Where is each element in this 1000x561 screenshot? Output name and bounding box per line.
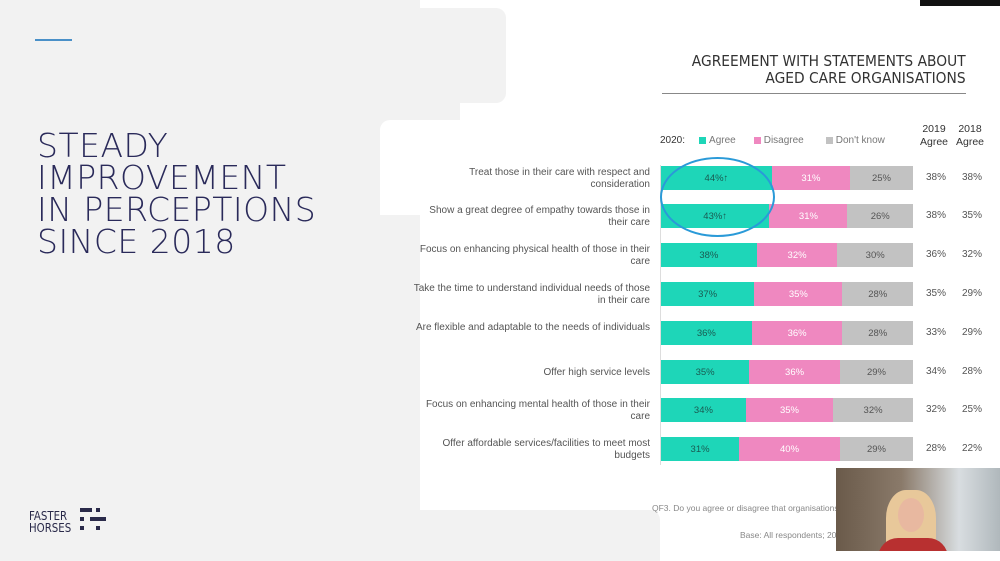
row-label: Take the time to understand individual n… (413, 283, 650, 306)
legend-label: Don't know (835, 135, 885, 146)
value-agree-2019: 28% (925, 443, 946, 454)
bar-segment-disagree: 35% (745, 398, 834, 422)
value-agree-2018: 22% (961, 443, 982, 454)
bar-segment-disagree: 36% (751, 321, 843, 345)
stacked-bar: 35% 36% 29% (661, 360, 913, 384)
chart-title-line: AGREEMENT WITH STATEMENTS ABOUT (692, 52, 966, 70)
bar-segment-disagree: 32% (756, 243, 838, 267)
col-header-line: Agree (956, 136, 985, 148)
legend-label: Disagree (763, 135, 804, 146)
background-panel (380, 8, 506, 103)
value-agree-2018: 25% (961, 404, 982, 415)
value-agree-2019: 38% (925, 210, 946, 221)
bar-segment-agree: 34% (661, 398, 746, 422)
bar-segment-don-t-know: 30% (837, 243, 913, 267)
bar-segment-disagree: 31% (771, 166, 850, 190)
legend-label: Agree (709, 135, 736, 146)
col-header-line: 2018 (958, 123, 982, 135)
background-panel (380, 95, 460, 120)
bar-segment-don-t-know: 28% (842, 282, 913, 306)
page-title: STEADY IMPROVEMENT IN PERCEPTIONS SINCE … (37, 126, 317, 261)
bar-segment-agree: 36% (661, 321, 752, 345)
stacked-bar: 38% 32% 30% (661, 243, 913, 267)
row-label: Focus on enhancing physical health of th… (419, 244, 650, 267)
legend-disagree: Disagree (753, 135, 804, 146)
presenter-face (898, 498, 924, 532)
stacked-bar: 31% 40% 29% (661, 437, 913, 461)
legend-agree: Agree (699, 135, 736, 146)
bar-segment-don-t-know: 29% (839, 437, 913, 461)
legend-swatch (825, 137, 833, 144)
logo-mark-icon (80, 508, 106, 530)
row-label: Are flexible and adaptable to the needs … (415, 322, 650, 333)
legend-year: 2020: (660, 135, 686, 146)
bar-segment-don-t-know: 28% (842, 321, 913, 345)
webcam-video (836, 468, 1000, 551)
presenter-shirt (878, 538, 948, 551)
stacked-bar: 37% 35% 28% (661, 282, 913, 306)
divider (662, 93, 966, 94)
stacked-bar: 34% 35% 32% (661, 398, 913, 422)
value-agree-2018: 38% (961, 172, 982, 183)
value-agree-2018: 29% (961, 288, 982, 299)
value-agree-2019: 33% (925, 327, 946, 338)
row-label: Show a great degree of empathy towards t… (429, 205, 650, 228)
row-label: Offer high service levels (543, 367, 650, 378)
background-panel (0, 0, 420, 561)
value-agree-2018: 35% (961, 210, 982, 221)
axis-line (660, 165, 661, 465)
col-header-2018: 2018 Agree (956, 123, 984, 149)
bar-segment-agree: 31% (661, 437, 740, 461)
logo: FASTER HORSES (29, 510, 71, 534)
bar-segment-disagree: 40% (739, 437, 840, 461)
accent-line (35, 39, 72, 41)
value-agree-2019: 35% (925, 288, 946, 299)
col-header-2019: 2019 Agree (920, 123, 948, 149)
row-label: Treat those in their care with respect a… (469, 167, 650, 190)
bar-segment-don-t-know: 29% (839, 360, 913, 384)
stacked-bar: 36% 36% 28% (661, 321, 913, 345)
legend-dont-know: Don't know (825, 135, 885, 146)
row-label: Focus on enhancing mental health of thos… (425, 399, 650, 422)
footnote-base: Base: All respondents; 2018 (n=1,7 (740, 530, 873, 540)
background-panel (380, 120, 420, 215)
bar-segment-don-t-know: 32% (833, 398, 913, 422)
col-header-line: 2019 (922, 123, 946, 135)
logo-line: HORSES (29, 521, 72, 535)
logo-line: FASTER (29, 509, 68, 523)
value-agree-2018: 32% (961, 249, 982, 260)
bar-segment-don-t-know: 26% (847, 204, 913, 228)
legend-swatch (699, 137, 707, 144)
bar-segment-agree: 38% (661, 243, 757, 267)
bar-segment-agree: 37% (661, 282, 755, 306)
bar-segment-disagree: 35% (754, 282, 843, 306)
value-agree-2019: 38% (925, 172, 946, 183)
title-line: IMPROVEMENT (37, 158, 287, 197)
value-agree-2018: 28% (961, 366, 982, 377)
legend-swatch (753, 137, 761, 144)
footnote-question: QF3. Do you agree or disagree that organ… (652, 503, 839, 513)
bar-segment-don-t-know: 25% (849, 166, 913, 190)
background-panel (420, 510, 660, 561)
bar-segment-disagree: 36% (749, 360, 840, 384)
title-line: SINCE 2018 (37, 222, 236, 261)
highlight-circle (660, 157, 775, 237)
value-agree-2019: 34% (925, 366, 946, 377)
bar-segment-disagree: 31% (769, 204, 848, 228)
value-agree-2019: 32% (925, 404, 946, 415)
title-line: IN PERCEPTIONS (37, 190, 317, 229)
chart-title: AGREEMENT WITH STATEMENTS ABOUT AGED CARE… (692, 53, 966, 87)
bar-segment-agree: 35% (661, 360, 750, 384)
legend: 2020: Agree Disagree Don't know (660, 135, 903, 146)
value-agree-2019: 36% (925, 249, 946, 260)
value-agree-2018: 29% (961, 327, 982, 338)
row-label: Offer affordable services/facilities to … (442, 438, 651, 461)
window-edge (920, 0, 1000, 6)
title-line: STEADY (37, 126, 169, 165)
chart-title-line: AGED CARE ORGANISATIONS (765, 69, 966, 87)
col-header-line: Agree (920, 136, 949, 148)
